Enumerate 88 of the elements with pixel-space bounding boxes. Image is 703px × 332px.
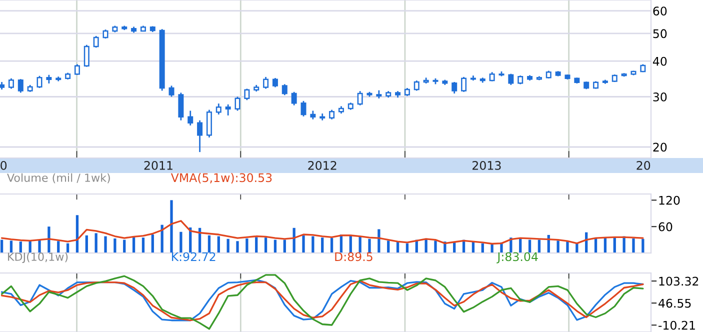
bar [85,235,88,253]
bar [94,233,98,253]
bar [321,238,324,253]
series-label: D:89.5 [335,252,372,262]
chart-title: KDJ(10,1w) [8,252,68,264]
line-series [0,220,644,245]
chart-title: Volume (mil / 1wk) [7,173,110,184]
bar [368,238,371,253]
candlestick [225,104,231,116]
candlestick [178,92,184,122]
bar [538,240,541,253]
bar [302,235,305,253]
candlestick [188,110,194,126]
y-tick-label: 120 [659,196,680,205]
bar [217,236,220,253]
x-tick-label: 2012 [308,160,336,170]
y-tick-label: 60 [658,222,672,232]
bar [104,236,107,253]
x-tick-label: 20 [636,160,650,170]
y-tick-label: 20 [653,142,667,152]
candlestick [197,120,203,153]
x-tick-label: 0 [0,160,7,170]
candlestick [234,96,240,112]
y-tick-label: 50 [653,29,667,38]
bar [246,238,248,253]
bar [48,226,50,253]
y-tick-label: 40 [652,56,667,66]
bar [226,238,230,253]
bar [180,232,182,253]
candlestick [282,84,288,96]
y-tick-label: 60 [653,6,667,16]
bar [19,242,22,253]
bar [255,237,258,253]
candlestick [300,100,306,118]
text: J:83.04 [496,252,538,264]
bar [142,238,145,253]
candlestick [168,85,174,98]
bar [528,240,532,253]
candlestick [357,90,363,106]
bar [170,200,173,253]
candlestick [93,35,99,48]
y-tick-label: 30 [653,92,667,102]
candlestick [272,77,278,88]
bar [632,238,635,253]
x-tick-label: 2013 [472,160,501,170]
candlestick [263,76,269,90]
bar [123,240,126,253]
bar [10,240,13,253]
bar [274,240,277,253]
candlestick [452,81,458,94]
candlestick [74,64,80,76]
bar [642,238,644,253]
candlestick [291,91,297,106]
bar [434,240,437,253]
candlestick [329,109,335,120]
bar [236,241,239,253]
candlestick [18,78,24,94]
bar [264,238,268,253]
candlestick [206,109,212,138]
bar [283,240,286,253]
candlestick [414,80,420,92]
bar [312,236,314,253]
y-tick-label: 103.32 [659,276,698,286]
bar [387,240,390,253]
y-tick-label: 46.55 [658,298,691,308]
bar [556,240,560,253]
x-tick-label: 2011 [144,160,172,170]
bar [490,244,494,253]
candlestick [8,78,14,90]
bar [38,240,41,253]
candlestick [84,44,90,68]
bar [57,241,60,253]
candlestick [244,88,250,101]
candlestick [461,76,467,93]
bar [0,240,4,253]
bar [566,242,569,253]
bar [424,238,428,253]
bar [151,234,154,253]
y-tick-label: -10.21 [658,320,695,330]
bar [132,237,136,253]
bar [330,238,334,253]
bar [208,235,211,253]
bar [114,238,116,253]
candlestick [36,75,42,89]
text: K:92.72 [172,252,216,262]
candlestick [216,102,222,116]
line-series [0,274,644,330]
text: VMA(5,1w):30.53 [170,173,272,184]
